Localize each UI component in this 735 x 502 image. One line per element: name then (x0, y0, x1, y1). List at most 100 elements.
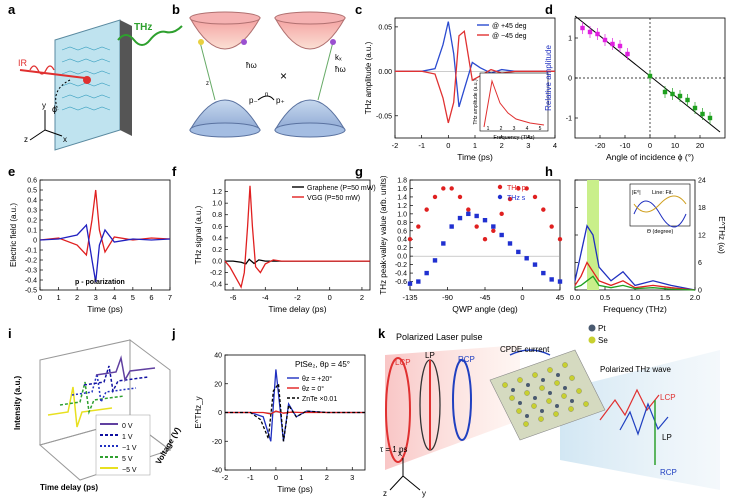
data-point (449, 224, 454, 229)
series-line-0 (225, 369, 365, 442)
trace-5v (59, 381, 125, 415)
inset-tick-label: 4 (526, 126, 529, 132)
data-point (441, 241, 446, 246)
excited-state-right (330, 39, 336, 45)
inset-xlabel: Frequency (THz) (493, 135, 534, 141)
panel-label-a: a (8, 2, 16, 17)
y-tick-label: 1 (568, 36, 572, 43)
legend-entry: THz s (507, 195, 526, 202)
data-point (516, 186, 521, 191)
ir-wave (29, 65, 55, 75)
data-point (507, 196, 513, 202)
data-point (432, 258, 438, 263)
k-axis-y: y (422, 489, 426, 498)
panel-label-i: i (8, 326, 12, 341)
lp-label-out: LP (662, 433, 672, 442)
y-tick-label: 1.0 (397, 211, 407, 218)
data-point (541, 207, 546, 212)
chart-note: p - polarization (75, 279, 125, 286)
x-tick-label: -6 (230, 293, 237, 302)
y-tick-label: -0.1 (25, 248, 37, 255)
plot-frame (39, 179, 171, 291)
legend-entry: THz p (507, 185, 526, 192)
y-tick-label: 0 (568, 76, 572, 83)
x-tick-label: -10 (620, 141, 631, 150)
y-tick-label: 0.0 (212, 259, 222, 266)
data-point (532, 262, 538, 267)
lower-cone-right-base (274, 122, 346, 138)
lcp-label-out: LCP (660, 393, 676, 402)
y-tick-label: 18 (698, 205, 706, 212)
legend-marker (497, 184, 503, 190)
y-tick-label: 0.2 (212, 247, 222, 254)
panel-i (38, 339, 172, 481)
x-tick-label: 10 (671, 141, 679, 150)
data-point (491, 224, 496, 229)
se-legend-dot (588, 336, 596, 344)
y-tick-label: 1.8 (397, 178, 407, 185)
x-tick-label: 0 (446, 141, 450, 150)
k-axis-x: x (398, 449, 402, 458)
data-point (474, 224, 479, 229)
upper-cone-left-top (189, 11, 261, 25)
panel-b (189, 11, 346, 138)
excited-state-center (241, 39, 247, 45)
legend-i-0v: 0 V (122, 423, 133, 430)
rcp-label-out: RCP (660, 468, 677, 477)
inset-frame (479, 72, 549, 132)
y-tick-label: -40 (212, 468, 222, 475)
data-point (424, 207, 429, 212)
inset-tick-label: 1 (487, 126, 490, 132)
inset-tick-label: 5 (539, 126, 542, 132)
y-tick-label: 0 (33, 238, 37, 245)
x-tick-label: 1 (473, 141, 477, 150)
y-tick-label: 0.4 (27, 198, 37, 205)
y-tick-label: 0.4 (397, 237, 407, 244)
panel-label-f: f (172, 164, 177, 179)
ir-label: IR (18, 58, 28, 68)
data-point (457, 215, 463, 221)
x-tick-label: 0 (648, 141, 652, 150)
y-tick-label: 1.0 (212, 201, 222, 208)
x-tick-label: 0.5 (600, 293, 610, 302)
phi-label: ϕ (52, 104, 57, 114)
axis-x-arrow (44, 129, 63, 137)
thz-label: THz (134, 22, 152, 33)
thz-wave-label: Polarized THz wave (600, 365, 672, 374)
x-tick-label: -45 (480, 293, 491, 302)
x-tick-label: 0 (520, 293, 524, 302)
data-point (466, 207, 471, 212)
legend-entry: VGG (P=50 mW) (307, 195, 360, 202)
y-axis-label: Relative amplitude (544, 45, 553, 111)
y-tick-label: 1.2 (397, 203, 407, 210)
y-tick-label: 0.0 (397, 254, 407, 261)
sideplane (129, 339, 171, 451)
x-tick-label: -20 (595, 141, 606, 150)
rcp-label-in: RCP (458, 355, 475, 364)
series-line-1 (39, 223, 171, 283)
i-ylabel: Intensity (a.u.) (13, 375, 22, 430)
axis-x-label: x (63, 135, 67, 144)
y-tick-label: -0.4 (25, 278, 37, 285)
y-axis-label-right: E^THz (ω) (717, 216, 726, 254)
y-tick-label: -20 (212, 439, 222, 446)
transition-line-right (317, 41, 334, 101)
y-tick-label: -0.4 (395, 271, 407, 278)
x-tick-label: -2 (294, 293, 301, 302)
trace-minus5v (47, 386, 113, 428)
panel-label-j: j (171, 326, 176, 341)
y-tick-label: 0.05 (378, 24, 392, 31)
x-tick-label: 20 (696, 141, 704, 150)
laser-title: Polarized Laser pulse (396, 332, 483, 342)
x-tick-label: 1.5 (660, 293, 670, 302)
panel-label-d: d (545, 2, 553, 17)
momentum-arc (257, 95, 275, 101)
y-axis-label: E^THz_y (194, 396, 203, 428)
x-axis-label: Time (ps) (277, 484, 313, 494)
x-tick-label: -1 (247, 473, 254, 482)
y-tick-label: -0.4 (210, 282, 222, 289)
panel-k (385, 324, 720, 491)
y-tick-label: -0.05 (376, 113, 392, 120)
lower-cone-left (189, 99, 261, 131)
